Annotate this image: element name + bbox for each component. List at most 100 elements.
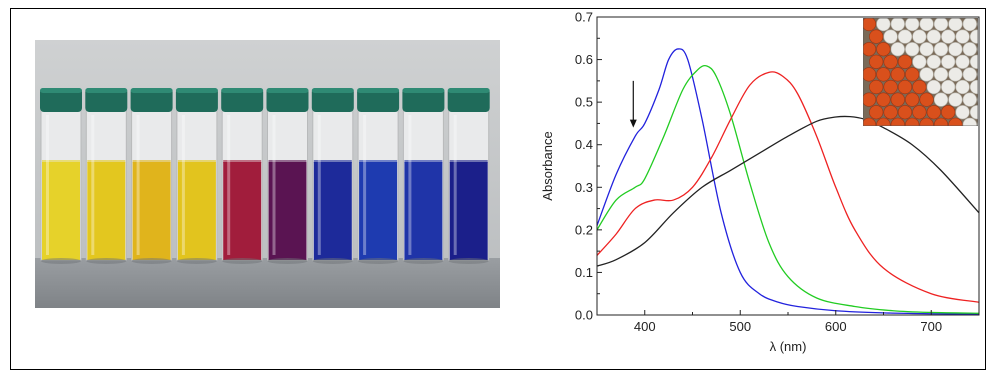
vial-cap-top — [130, 88, 173, 93]
vial-liquid — [223, 162, 262, 260]
vial-reflection — [272, 115, 276, 255]
vial-liquid — [177, 162, 216, 260]
vials-photo-svg — [35, 40, 500, 308]
vial-meniscus — [359, 160, 398, 163]
orange-sphere — [863, 67, 877, 82]
orange-sphere — [869, 29, 884, 44]
orange-sphere — [863, 42, 877, 57]
white-sphere — [912, 54, 927, 69]
orange-sphere — [919, 117, 934, 126]
vial-reflection — [136, 115, 140, 255]
vial-reflection — [227, 115, 231, 255]
white-sphere — [933, 42, 949, 57]
vial — [266, 88, 309, 264]
vial-cap — [357, 88, 400, 112]
vial — [357, 88, 400, 264]
vial-shadow — [41, 258, 81, 264]
orange-sphere — [919, 92, 934, 107]
vial-shadow — [403, 258, 444, 264]
white-sphere — [962, 42, 977, 57]
orange-sphere — [897, 54, 913, 69]
vial-reflection — [91, 115, 95, 255]
orange-sphere — [883, 79, 898, 95]
vial-cap — [266, 88, 309, 112]
white-sphere — [897, 29, 913, 44]
vials-photo — [35, 40, 500, 308]
white-sphere — [919, 18, 934, 32]
vial — [311, 88, 354, 264]
white-sphere — [941, 79, 956, 95]
orange-sphere — [926, 105, 941, 120]
white-sphere — [912, 29, 927, 44]
vial-cap — [175, 88, 218, 112]
vial-shadow — [267, 258, 308, 264]
vial-shadow — [176, 258, 217, 264]
photo-bench — [35, 258, 500, 308]
y-tick-label: 0.1 — [575, 265, 593, 280]
orange-sphere — [897, 79, 913, 95]
vial-meniscus — [223, 160, 262, 163]
white-sphere — [969, 29, 978, 44]
x-tick-label: 500 — [729, 319, 751, 334]
vial-cap — [402, 88, 445, 112]
white-sphere — [926, 54, 941, 69]
vial-meniscus — [87, 160, 126, 163]
orange-sphere — [890, 67, 905, 82]
y-tick-label: 0.6 — [575, 52, 593, 67]
white-sphere — [948, 42, 963, 57]
vial-liquid — [42, 162, 80, 260]
white-sphere — [985, 30, 990, 44]
vial-liquid — [132, 162, 171, 260]
series-line-2 — [597, 71, 979, 303]
white-sphere — [969, 54, 978, 69]
vial-shadow — [222, 258, 263, 264]
vial-shadow — [448, 258, 489, 264]
vial-meniscus — [132, 160, 171, 163]
white-sphere — [919, 67, 934, 82]
white-sphere — [985, 55, 990, 69]
annotation-arrow-head — [629, 119, 637, 128]
white-sphere — [933, 67, 949, 82]
white-sphere — [962, 18, 977, 32]
vial-reflection — [363, 115, 367, 255]
orange-sphere — [876, 42, 891, 57]
orange-sphere — [912, 79, 927, 95]
vial-cap-top — [221, 88, 264, 93]
vial-shadow — [86, 258, 127, 264]
white-sphere — [933, 92, 949, 107]
white-sphere — [969, 79, 978, 95]
vial-cap — [311, 88, 354, 112]
orange-sphere — [941, 105, 956, 120]
white-sphere — [948, 67, 963, 82]
orange-sphere — [876, 117, 891, 126]
orange-sphere — [863, 92, 877, 107]
x-axis-label: λ (nm) — [770, 339, 807, 354]
white-sphere — [890, 42, 905, 57]
orange-sphere — [905, 117, 920, 126]
white-sphere — [890, 18, 905, 32]
vial — [130, 88, 173, 264]
y-tick-label: 0.4 — [575, 137, 593, 152]
y-tick-label: 0.5 — [575, 95, 593, 110]
vial — [447, 88, 490, 264]
vial-cap-top — [311, 88, 354, 93]
white-sphere — [962, 92, 977, 107]
vial-shadow — [358, 258, 399, 264]
white-sphere — [948, 18, 963, 32]
white-sphere — [941, 54, 956, 69]
vial-cap-top — [402, 88, 445, 93]
vial-meniscus — [268, 160, 307, 163]
white-sphere — [926, 29, 941, 44]
vial — [40, 88, 82, 264]
y-tick-label: 0.2 — [575, 222, 593, 237]
vial-cap — [130, 88, 173, 112]
white-sphere — [948, 92, 963, 107]
series-line-3 — [597, 115, 979, 267]
vial — [221, 88, 264, 264]
orange-sphere — [905, 92, 920, 107]
vial-cap — [85, 88, 128, 112]
orange-sphere — [863, 117, 877, 126]
orange-sphere — [876, 92, 891, 107]
chart-svg: 400 500 600 700 0.0 0.1 0.2 0.3 0.4 0.5 0.6 0.7 λ (… — [540, 10, 990, 354]
orange-sphere — [883, 54, 898, 69]
